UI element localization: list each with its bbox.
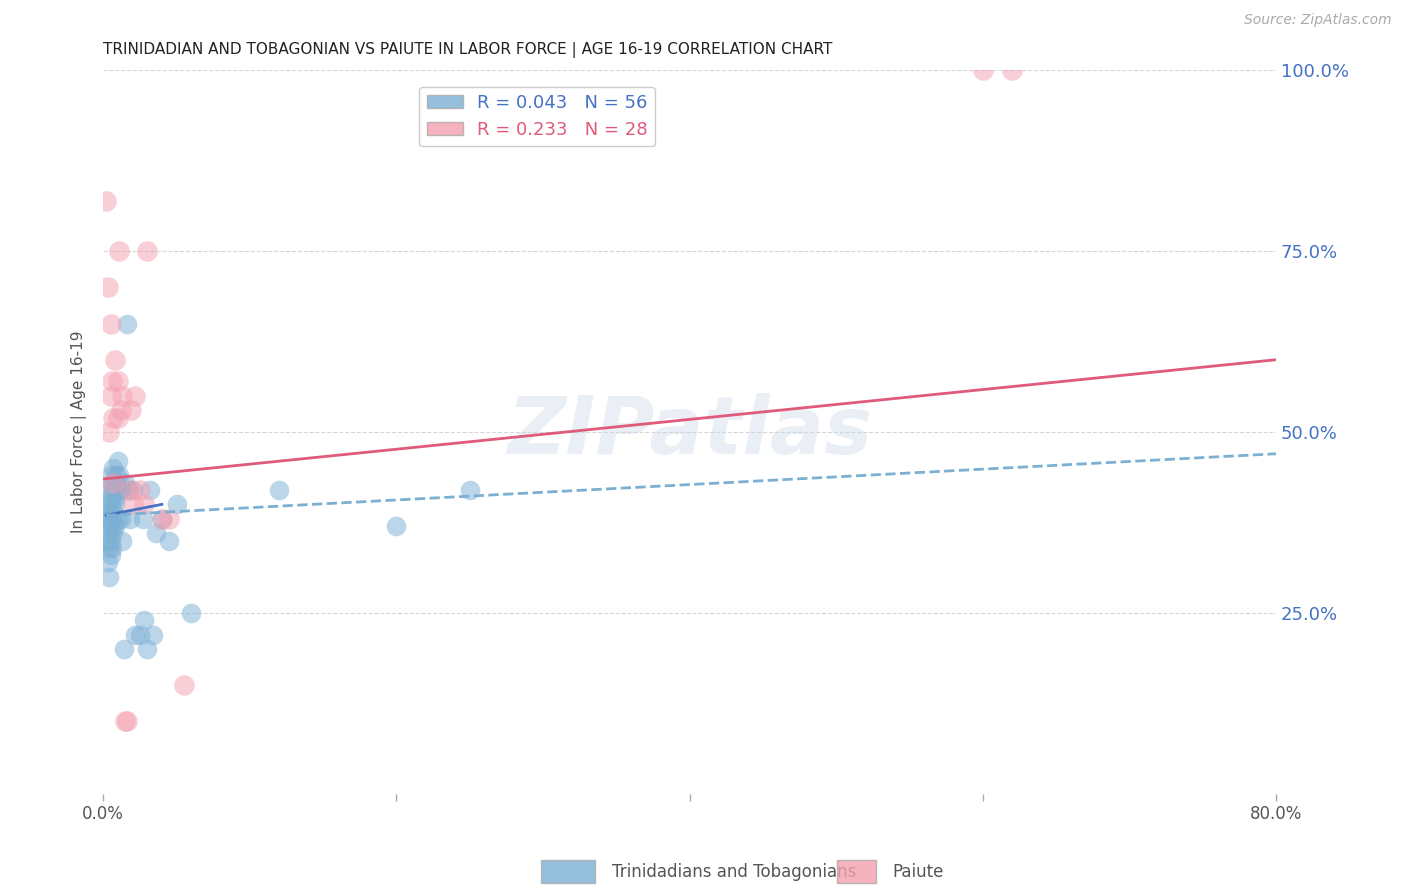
Point [101,475,124,490]
Text: Paiute: Paiute [893,863,945,881]
Point [150,512,173,526]
Point [121,497,143,511]
Point [104,475,127,490]
Point [101,541,124,555]
Point [180,606,202,620]
Point [128,627,150,641]
Point [458,483,481,497]
Point [97,526,120,541]
Point [107,512,129,526]
Point [105,490,128,504]
Point [114,475,136,490]
Point [100,548,122,562]
Point [97,555,120,569]
Point [972,63,994,78]
Point [166,497,188,511]
Point [100,468,122,483]
Point [104,352,127,367]
Point [103,410,125,425]
Point [115,317,138,331]
Y-axis label: In Labor Force | Age 16-19: In Labor Force | Age 16-19 [72,331,87,533]
Point [136,244,159,259]
Point [110,512,132,526]
Point [107,375,129,389]
Point [107,410,129,425]
Point [121,483,143,497]
Point [110,403,132,417]
Point [112,642,135,657]
Point [134,613,156,627]
Point [100,533,122,548]
Point [136,642,159,657]
Point [101,519,124,533]
Point [269,483,291,497]
Text: Trinidadians and Tobagonians: Trinidadians and Tobagonians [612,863,856,881]
Point [173,678,195,692]
Point [104,497,127,511]
Point [103,483,125,497]
Point [150,512,173,526]
Point [108,244,131,259]
Point [118,512,141,526]
Point [97,497,120,511]
Point [157,512,180,526]
Point [118,483,141,497]
Point [134,497,156,511]
Point [100,389,122,403]
Point [103,526,125,541]
Point [103,461,125,475]
Point [128,483,150,497]
Point [100,490,122,504]
Point [1001,63,1024,78]
Point [94,533,117,548]
Point [111,533,134,548]
Point [103,475,125,490]
Text: TRINIDADIAN AND TOBAGONIAN VS PAIUTE IN LABOR FORCE | AGE 16-19 CORRELATION CHAR: TRINIDADIAN AND TOBAGONIAN VS PAIUTE IN … [103,42,832,58]
Point [100,317,122,331]
Point [145,526,167,541]
Point [157,533,180,548]
Point [97,280,120,294]
Point [385,519,408,533]
Point [97,483,120,497]
Point [120,403,142,417]
Point [101,497,124,511]
Point [117,483,139,497]
Point [98,519,121,533]
Text: Source: ZipAtlas.com: Source: ZipAtlas.com [1244,13,1392,28]
Point [110,483,132,497]
Point [98,425,121,439]
Point [94,512,117,526]
Point [107,454,129,468]
Point [115,714,138,729]
Text: ZIPatlas: ZIPatlas [508,393,872,471]
Point [139,483,162,497]
Point [100,512,122,526]
Point [108,468,131,483]
Point [132,512,155,526]
Point [105,468,128,483]
Point [107,483,129,497]
Legend: R = 0.043   N = 56, R = 0.233   N = 28: R = 0.043 N = 56, R = 0.233 N = 28 [419,87,655,146]
Point [111,389,134,403]
Point [98,505,121,519]
Point [103,505,125,519]
Point [101,375,124,389]
Point [124,627,146,641]
Point [94,194,117,208]
Point [114,714,136,729]
Point [98,541,121,555]
Point [142,627,165,641]
Point [124,389,146,403]
Point [98,570,121,584]
Point [104,519,127,533]
